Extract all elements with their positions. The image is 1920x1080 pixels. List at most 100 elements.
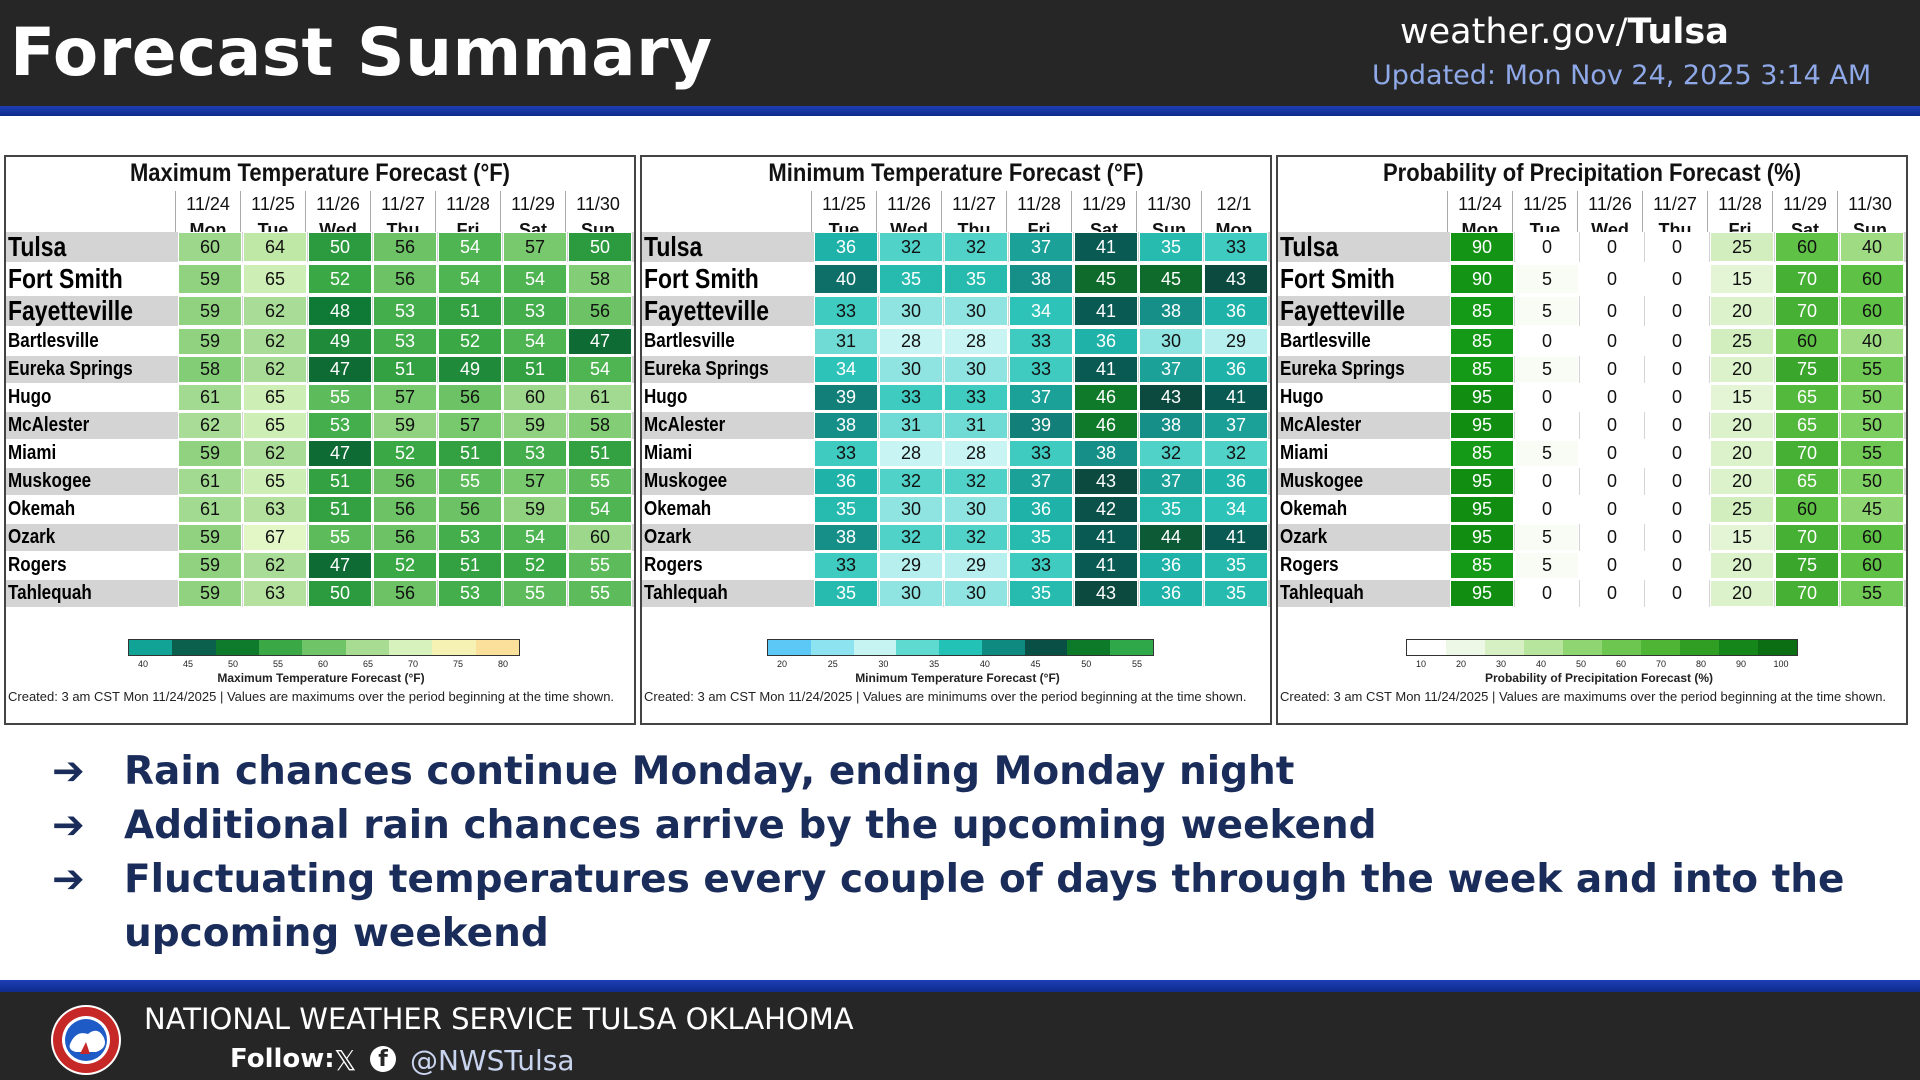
forecast-cell: 57	[373, 384, 437, 411]
legend-tick-label: 40	[979, 659, 990, 669]
forecast-cell: 47	[308, 440, 372, 467]
city-name: Tahlequah	[1280, 582, 1364, 604]
column-date: 11/25	[251, 194, 295, 214]
forecast-cell: 56	[373, 496, 437, 523]
forecast-cell: 56	[438, 384, 502, 411]
forecast-cell: 0	[1515, 580, 1579, 607]
forecast-cell: 67	[243, 524, 307, 551]
forecast-cell: 65	[1775, 412, 1839, 439]
forecast-cell: 36	[814, 468, 878, 495]
forecast-cell: 0	[1515, 496, 1579, 523]
city-name: Okemah	[644, 498, 712, 520]
bullet-item: ➔ Additional rain chances arrive by the u…	[52, 799, 1852, 853]
column-date: 11/30	[1147, 194, 1191, 214]
forecast-cell: 70	[1775, 264, 1839, 294]
forecast-cell: 62	[243, 356, 307, 383]
legend-swatch	[388, 640, 433, 655]
forecast-cell: 32	[1139, 440, 1203, 467]
site-prefix: weather.gov/	[1400, 12, 1628, 52]
city-name: Ozark	[8, 526, 56, 548]
column-date: 11/24	[1458, 194, 1502, 214]
city-name: Fayetteville	[1280, 295, 1406, 326]
forecast-cell: 20	[1710, 412, 1774, 439]
forecast-cell: 75	[1775, 356, 1839, 383]
forecast-cell: 40	[1840, 232, 1904, 262]
forecast-cell: 54	[503, 264, 567, 294]
forecast-cell: 34	[1204, 496, 1268, 523]
forecast-cell: 53	[438, 580, 502, 607]
panel-footnote: Created: 3 am CST Mon 11/24/2025 | Value…	[1280, 689, 1887, 704]
page-title: Forecast Summary	[10, 14, 713, 91]
forecast-cell: 53	[373, 296, 437, 326]
forecast-cell: 70	[1775, 440, 1839, 467]
organization-name: NATIONAL WEATHER SERVICE TULSA OKLAHOMA	[144, 1002, 854, 1036]
city-name: Eureka Springs	[1280, 358, 1405, 380]
forecast-cell: 56	[373, 468, 437, 495]
forecast-cell: 38	[1074, 440, 1138, 467]
city-name: Hugo	[644, 386, 688, 408]
legend-swatch	[896, 640, 940, 655]
legend-tick-label: 70	[407, 659, 419, 669]
forecast-cell: 59	[373, 412, 437, 439]
forecast-cell: 95	[1450, 412, 1514, 439]
forecast-cell: 36	[1204, 356, 1268, 383]
forecast-cell: 37	[1009, 468, 1073, 495]
legend-tick-label: 80	[497, 659, 509, 669]
forecast-cell: 53	[308, 412, 372, 439]
forecast-cell: 30	[944, 580, 1008, 607]
site-link[interactable]: weather.gov/Tulsa	[1400, 12, 1729, 52]
forecast-cell: 0	[1645, 468, 1709, 495]
city-name: McAlester	[644, 414, 726, 436]
city-name: Rogers	[1280, 554, 1339, 576]
forecast-cell: 38	[1139, 296, 1203, 326]
forecast-cell: 59	[178, 552, 242, 579]
forecast-cell: 0	[1645, 296, 1709, 326]
forecast-cell: 62	[243, 552, 307, 579]
forecast-cell: 44	[1139, 524, 1203, 551]
forecast-cell: 37	[1009, 232, 1073, 262]
forecast-cell: 45	[1074, 264, 1138, 294]
forecast-cell: 30	[1139, 328, 1203, 355]
forecast-cell: 43	[1074, 468, 1138, 495]
forecast-cell: 41	[1074, 524, 1138, 551]
forecast-cell: 60	[1775, 496, 1839, 523]
forecast-cell: 47	[568, 328, 632, 355]
forecast-cell: 0	[1645, 412, 1709, 439]
forecast-cell: 36	[814, 232, 878, 262]
bullet-item: ➔ Fluctuating temperatures every couple o…	[52, 853, 1852, 961]
forecast-cell: 32	[944, 232, 1008, 262]
facebook-icon[interactable]: f	[370, 1046, 396, 1072]
legend-swatch	[172, 640, 216, 655]
city-name: Hugo	[8, 386, 52, 408]
x-logo-icon[interactable]: 𝕏	[334, 1044, 357, 1077]
social-handle[interactable]: @NWSTulsa	[410, 1044, 575, 1077]
city-name: McAlester	[8, 414, 90, 436]
legend-swatch	[1485, 640, 1524, 655]
forecast-cell: 0	[1645, 232, 1709, 262]
column-date: 11/26	[887, 194, 931, 214]
forecast-cell: 5	[1515, 524, 1579, 551]
legend-tick-label: 60	[317, 659, 329, 669]
forecast-cell: 59	[178, 440, 242, 467]
city-name: Fort Smith	[644, 263, 759, 294]
forecast-cell: 0	[1515, 328, 1579, 355]
forecast-cell: 43	[1204, 264, 1268, 294]
city-name: Rogers	[8, 554, 67, 576]
legend-tick-label: 50	[227, 659, 239, 669]
forecast-cell: 58	[568, 412, 632, 439]
forecast-cell: 15	[1710, 524, 1774, 551]
legend-title: Probability of Precipitation Forecast (%…	[1484, 671, 1714, 685]
bullet-text: Fluctuating temperatures every couple of…	[124, 857, 1845, 956]
forecast-cell: 30	[879, 356, 943, 383]
legend-tick-label: 60	[1615, 659, 1627, 669]
legend-tick-label: 40	[137, 659, 149, 669]
column-date: 11/25	[1523, 194, 1567, 214]
forecast-cell: 64	[243, 232, 307, 262]
nws-logo	[51, 1005, 121, 1075]
forecast-cell: 36	[1204, 468, 1268, 495]
forecast-cell: 95	[1450, 580, 1514, 607]
date-column-header: 11/29 Sat	[1071, 191, 1136, 243]
forecast-cell: 41	[1204, 524, 1268, 551]
forecast-cell: 54	[503, 328, 567, 355]
bullet-arrow-icon: ➔	[52, 857, 85, 902]
